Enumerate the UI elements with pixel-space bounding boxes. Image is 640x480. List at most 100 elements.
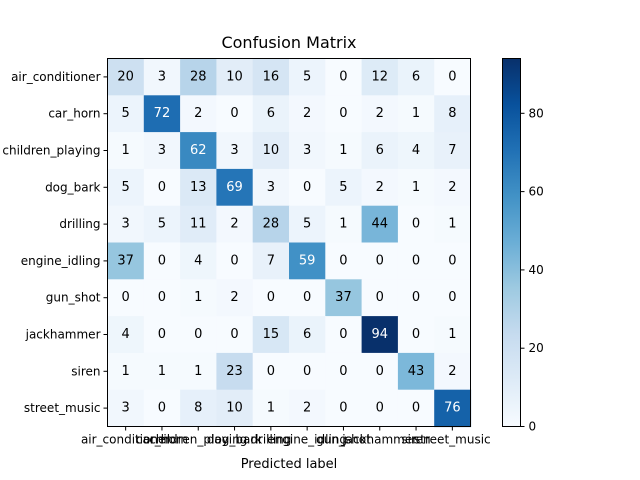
x-tick-label: engine_idling [267,433,347,447]
cell-value-label: 0 [339,69,347,84]
cell-value-label: 2 [230,290,238,305]
x-tick-label: children_playing [149,433,247,447]
heatmap-cell [434,316,472,354]
heatmap-cell [397,242,435,280]
colorbar [502,58,521,427]
heatmap-cell [397,132,435,170]
heatmap-cell [325,168,363,207]
heatmap-cell [434,168,472,207]
cell-value-label: 3 [158,69,166,84]
cell-value-label: 0 [412,401,420,416]
heatmap-cell [143,205,181,244]
heatmap-cell [252,389,290,428]
heatmap-cell [434,389,472,428]
heatmap-cell [180,132,217,170]
cell-value-label: 0 [339,327,347,342]
cell-value-label: 4 [194,253,202,268]
cell-value-label: 0 [376,253,384,268]
heatmap-cell [180,95,217,133]
cell-value-label: 2 [230,217,238,232]
heatmap-cell [325,132,363,170]
heatmap-cell [107,205,145,244]
cell-value-label: 0 [158,180,166,195]
heatmap-cell [289,205,326,244]
heatmap-cell [434,279,472,317]
cell-value-label: 0 [376,290,384,305]
heatmap-cell [289,316,326,354]
heatmap-cell [325,58,363,96]
heatmap-cell [180,168,217,207]
cell-value-label: 1 [194,290,202,305]
cell-value-label: 0 [230,106,238,121]
cell-value-label: 1 [412,106,420,121]
heatmap-cell [143,389,181,428]
cell-value-label: 59 [299,253,316,268]
cell-value-label: 12 [371,69,388,84]
cell-value-label: 1 [158,364,166,379]
cell-value-label: 0 [412,327,420,342]
cell-value-label: 7 [448,143,456,158]
cell-value-label: 5 [122,106,130,121]
y-tick-label: drilling [59,217,100,231]
cell-value-label: 6 [376,143,384,158]
cell-value-label: 0 [158,253,166,268]
cell-value-label: 37 [335,290,352,305]
heatmap-cell [216,132,254,170]
heatmap-cell [180,316,217,354]
heatmap-cell [289,95,326,133]
heatmap-cell [107,352,145,391]
heatmap-cell [216,168,254,207]
y-tick-label: air_conditioner [11,70,100,84]
cell-value-label: 5 [303,69,311,84]
cell-value-label: 0 [194,327,202,342]
heatmap-cell [289,168,326,207]
heatmap-cell [252,205,290,244]
colorbar-tick-label: 80 [529,106,544,120]
cell-value-label: 3 [122,401,130,416]
cell-value-label: 20 [117,69,134,84]
y-tick-label: jackhammer [25,328,101,342]
heatmap-cell [289,132,326,170]
heatmap-cell [289,389,326,428]
heatmap-cell [289,242,326,280]
x-tick-label: gun_shot [316,433,371,447]
x-tick-label: dog_bark [207,433,262,447]
cell-value-label: 0 [412,253,420,268]
cell-value-label: 2 [194,106,202,121]
colorbar-tick-label: 20 [529,341,544,355]
heatmap-cell [325,242,363,280]
cell-value-label: 3 [158,143,166,158]
cell-value-label: 0 [339,106,347,121]
heatmap-cell [397,95,435,133]
cell-value-label: 0 [158,401,166,416]
x-tick-label: siren [401,433,430,447]
heatmap-cell [107,58,145,96]
heatmap-cell [180,352,217,391]
x-tick-label: air_conditioner [81,433,170,447]
cell-value-label: 2 [303,106,311,121]
colorbar-tick-label: 0 [529,420,537,434]
heatmap-cell [107,168,145,207]
heatmap-cell [216,279,254,317]
cell-value-label: 0 [448,69,456,84]
cell-value-label: 0 [303,364,311,379]
cell-value-label: 5 [122,180,130,195]
cell-value-label: 76 [444,401,461,416]
cell-value-label: 69 [226,180,243,195]
heatmap-cell [180,389,217,428]
cell-value-label: 1 [412,180,420,195]
cell-value-label: 2 [376,180,384,195]
heatmap-cell [216,242,254,280]
heatmap-cells [107,58,472,428]
heatmap-cell [325,279,363,317]
cell-value-label: 0 [230,327,238,342]
heatmap-cell [289,352,326,391]
heatmap-cell [397,316,435,354]
cell-value-label: 28 [263,217,280,232]
heatmap-cell [143,242,181,280]
y-tick-label: dog_bark [45,180,100,194]
heatmap-cell [107,95,145,133]
heatmap-cell [361,352,399,391]
heatmap-cell [107,132,145,170]
